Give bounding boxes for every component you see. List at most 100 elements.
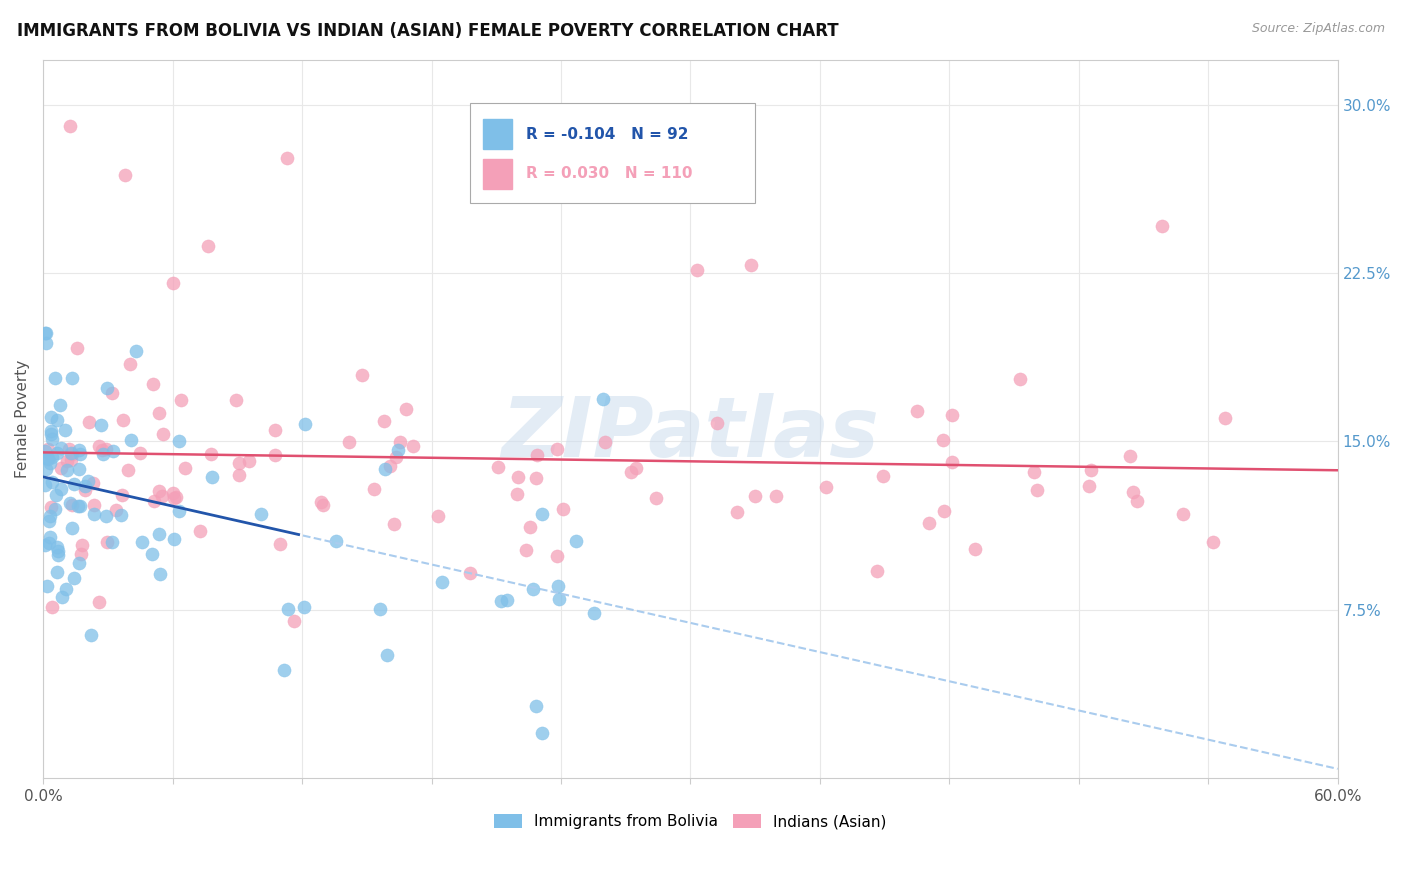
Point [46, 549, 69, 563]
Point [60, 521, 83, 535]
Point [200, 470, 222, 484]
Point [526, 448, 548, 462]
Point [1171, 507, 1194, 521]
Point [373, 414, 395, 428]
Point [765, 489, 787, 503]
Text: Source: ZipAtlas.com: Source: ZipAtlas.com [1251, 22, 1385, 36]
Point [63, 571, 86, 585]
Point [53, 423, 76, 437]
Point [1122, 485, 1144, 500]
Point [94, 509, 117, 524]
Point [70, 547, 93, 561]
Point [59, 495, 82, 509]
Text: R = 0.030   N = 110: R = 0.030 N = 110 [526, 167, 693, 181]
Point [432, 575, 454, 590]
Point [531, 508, 554, 522]
Point [66, 342, 89, 356]
Point [1024, 465, 1046, 479]
Point [941, 408, 963, 422]
Point [250, 508, 273, 522]
Point [150, 489, 173, 503]
Point [79, 415, 101, 429]
Point [276, 151, 298, 165]
Point [1008, 372, 1031, 386]
Point [35, 579, 58, 593]
Point [38, 530, 60, 544]
Point [39, 500, 62, 514]
Point [39, 457, 62, 471]
Point [80, 628, 103, 642]
Point [44, 371, 66, 385]
Point [125, 343, 148, 358]
Legend: Immigrants from Bolivia, Indians (Asian): Immigrants from Bolivia, Indians (Asian) [488, 808, 893, 835]
Point [918, 516, 941, 530]
Point [37, 451, 59, 466]
Point [508, 470, 530, 484]
Point [163, 491, 186, 505]
Point [458, 566, 481, 580]
Point [740, 258, 762, 272]
Point [41, 475, 63, 490]
Point [325, 534, 347, 549]
Point [41, 432, 63, 446]
Point [39, 409, 62, 424]
Point [46, 565, 69, 579]
Point [173, 461, 195, 475]
Point [269, 537, 291, 551]
Point [385, 450, 408, 464]
Point [96, 535, 118, 549]
Point [73, 483, 96, 498]
Point [34, 477, 56, 491]
Point [167, 434, 190, 449]
Point [725, 505, 748, 519]
Point [69, 499, 91, 513]
Text: IMMIGRANTS FROM BOLIVIA VS INDIAN (ASIAN) FEMALE POVERTY CORRELATION CHART: IMMIGRANTS FROM BOLIVIA VS INDIAN (ASIAN… [17, 22, 838, 40]
Point [60, 445, 83, 459]
Point [100, 385, 122, 400]
Y-axis label: Female Poverty: Female Poverty [15, 359, 30, 478]
Point [91, 447, 114, 461]
Point [402, 439, 425, 453]
Point [87, 594, 110, 608]
Point [48, 544, 70, 558]
Point [374, 461, 396, 475]
Point [547, 579, 569, 593]
Point [273, 663, 295, 677]
Point [620, 465, 643, 479]
Point [165, 490, 187, 504]
Point [531, 726, 554, 740]
Bar [484, 120, 512, 150]
Point [45, 413, 67, 427]
Point [60, 371, 83, 385]
Point [56, 463, 79, 477]
Point [110, 508, 132, 522]
Point [965, 542, 987, 557]
Point [34, 326, 56, 340]
Point [39, 424, 62, 438]
Point [41, 600, 63, 615]
Point [67, 556, 90, 570]
Point [522, 582, 544, 596]
Point [58, 442, 80, 456]
Point [67, 443, 90, 458]
Point [309, 495, 332, 509]
Point [82, 476, 104, 491]
Point [62, 477, 84, 491]
Text: R = -0.104   N = 92: R = -0.104 N = 92 [526, 127, 689, 142]
Point [1080, 463, 1102, 477]
Point [932, 503, 955, 517]
Point [38, 514, 60, 528]
Point [519, 519, 541, 533]
Point [45, 540, 67, 554]
Point [152, 426, 174, 441]
Point [37, 451, 59, 466]
Point [551, 502, 574, 516]
Point [41, 450, 63, 465]
Point [905, 403, 928, 417]
Point [1126, 494, 1149, 508]
Point [337, 435, 360, 450]
Point [70, 538, 93, 552]
Point [60, 446, 83, 460]
Point [1077, 479, 1099, 493]
Bar [484, 159, 512, 189]
